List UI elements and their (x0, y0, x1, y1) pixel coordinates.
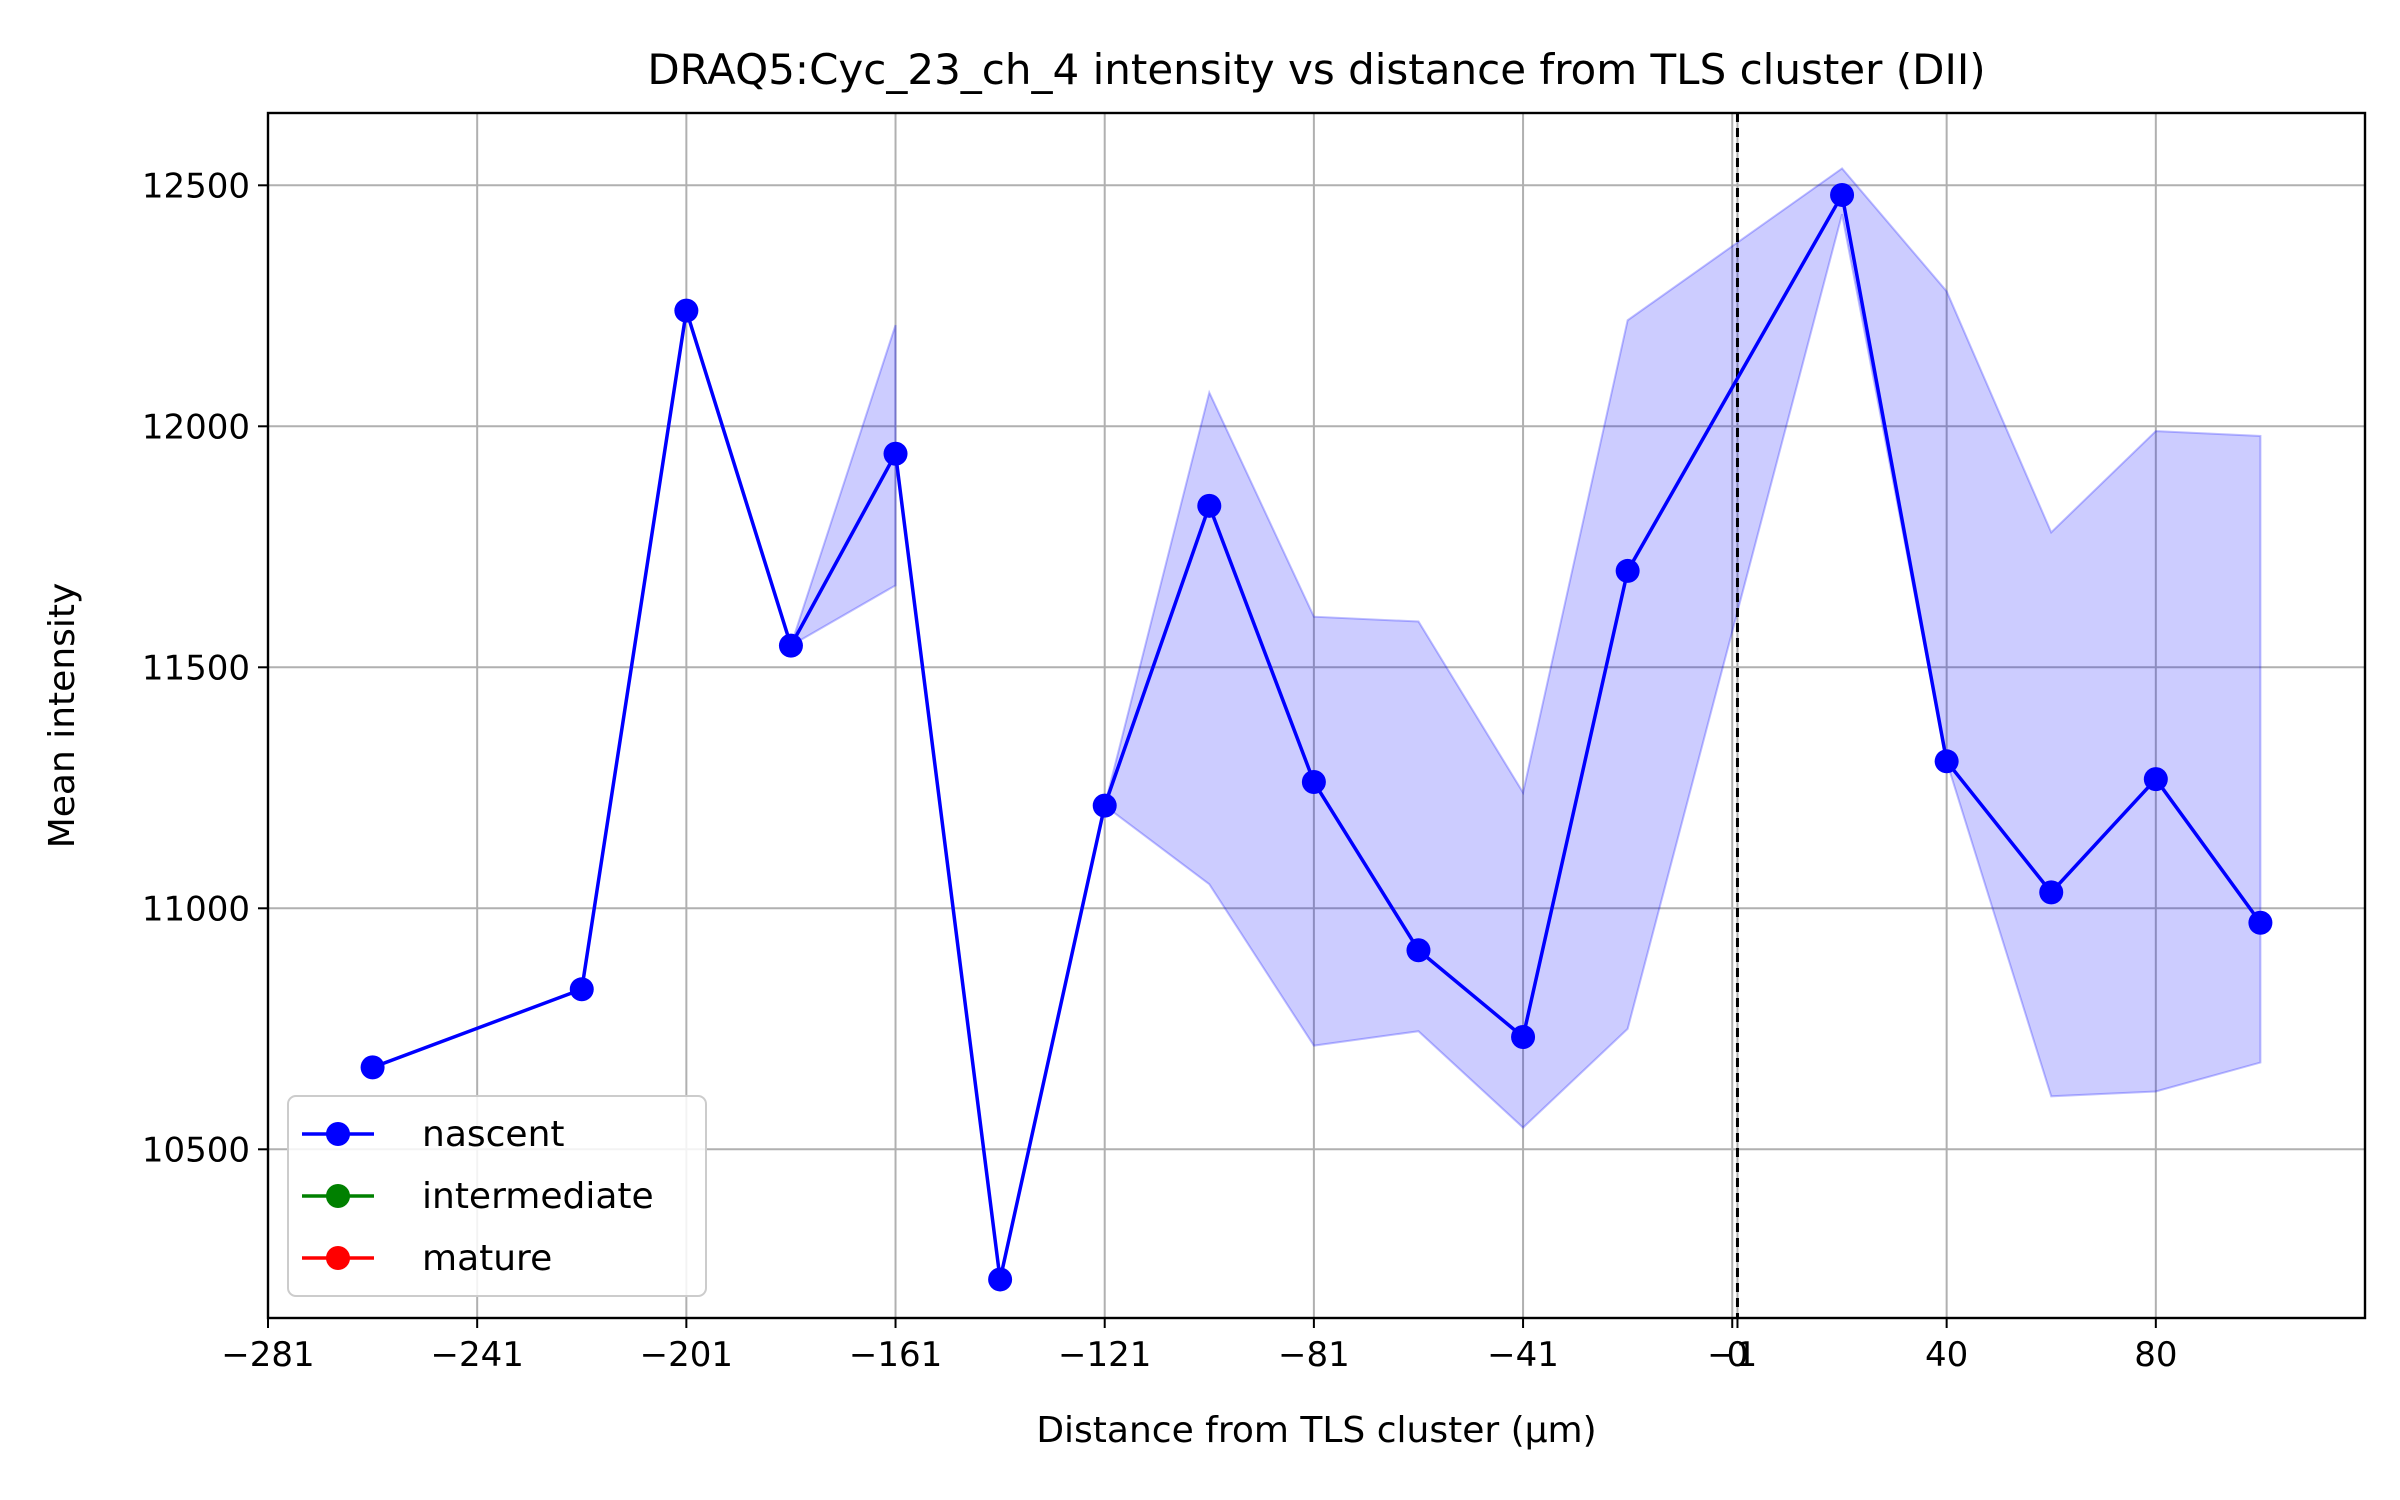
data-point (1615, 558, 1640, 583)
legend-marker-intermediate (326, 1184, 350, 1208)
data-point (1934, 749, 1959, 774)
data-point (1511, 1024, 1536, 1049)
data-point (674, 298, 699, 323)
legend-label-nascent: nascent (422, 1114, 565, 1155)
data-point (1830, 182, 1855, 207)
x-tick-label: −201 (640, 1335, 733, 1375)
y-tick-label: 12000 (142, 407, 250, 447)
x-tick-label: −161 (849, 1335, 942, 1375)
y-tick-label: 11000 (142, 889, 250, 929)
y-tick-label: 11500 (142, 648, 250, 688)
y-tick-label: 10500 (142, 1130, 250, 1170)
legend-label-mature: mature (422, 1238, 552, 1279)
data-point (569, 977, 594, 1002)
legend-marker-nascent (326, 1122, 350, 1146)
x-tick-label: −1 (1707, 1335, 1757, 1375)
legend-marker-mature (326, 1246, 350, 1270)
x-axis-label: Distance from TLS cluster (μm) (1036, 1410, 1596, 1451)
confidence-bands (789, 167, 2262, 1129)
x-tick-label: −121 (1058, 1335, 1151, 1375)
data-point (778, 633, 803, 658)
data-point (2039, 880, 2064, 905)
x-tick-label: 80 (2134, 1335, 2177, 1375)
data-points (360, 182, 2273, 1292)
x-tick-label: −81 (1278, 1335, 1350, 1375)
x-tick-label: 40 (1925, 1335, 1968, 1375)
legend-box (287, 1095, 707, 1297)
data-point (2143, 767, 2168, 792)
y-axis-label: Mean intensity (42, 583, 83, 849)
data-point (883, 441, 908, 466)
data-point (2248, 910, 2273, 935)
data-point (988, 1267, 1013, 1292)
x-axis-ticks: −281 −241 −201 −161 −121 −81 −41 −10 40 80 (221, 1318, 2177, 1375)
x-tick-label: −281 (221, 1335, 314, 1375)
legend-label-intermediate: intermediate (422, 1176, 654, 1217)
data-point (1406, 938, 1431, 963)
y-tick-label: 12500 (142, 166, 250, 206)
data-point (360, 1055, 385, 1080)
plot-frame (266, 111, 2367, 1320)
x-tick-label: −41 (1487, 1335, 1559, 1375)
data-point (1092, 793, 1117, 818)
x-tick-label: −241 (430, 1335, 523, 1375)
confidence-band (1103, 167, 2262, 1129)
y-axis-ticks: 10500 11000 11500 12000 12500 (142, 166, 268, 1170)
x-tick-label: 0 (1727, 1335, 1749, 1375)
data-point (1301, 770, 1326, 795)
chart-title: DRAQ5:Cyc_23_ch_4 intensity vs distance … (647, 45, 1985, 94)
legend: nascent intermediate mature (287, 1095, 707, 1297)
data-point (1197, 493, 1222, 518)
